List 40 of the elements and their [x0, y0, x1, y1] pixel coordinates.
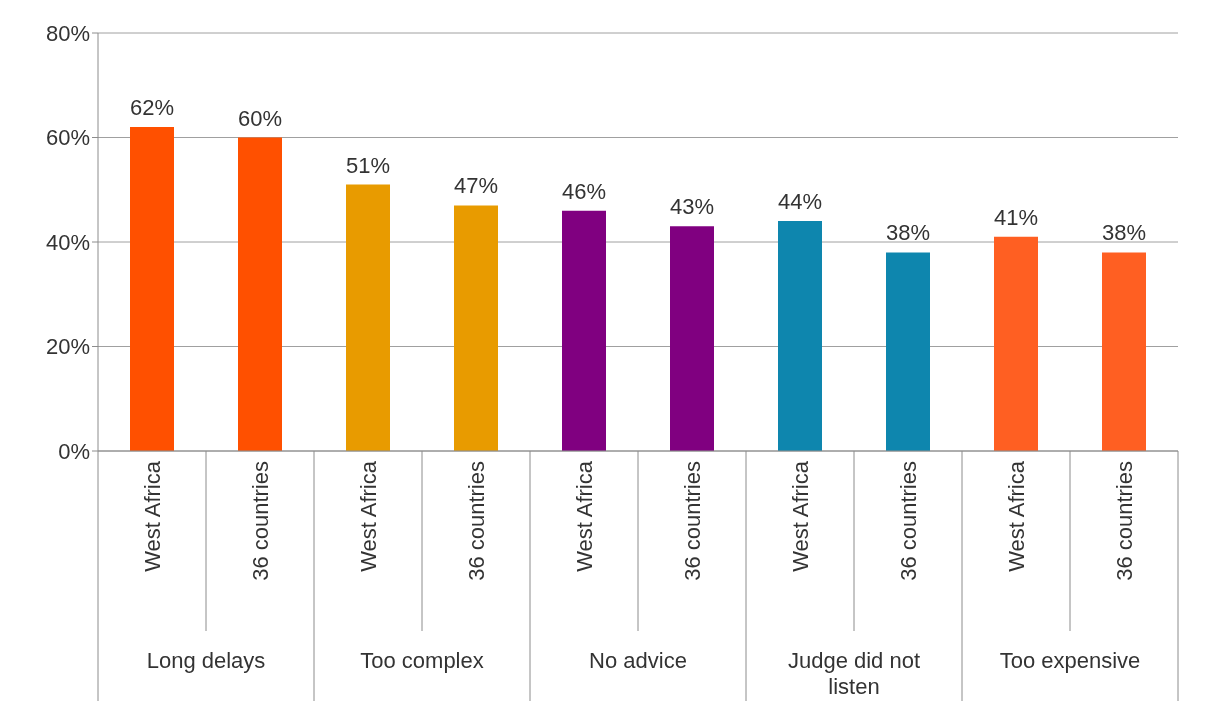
text: Judge did not listen [787, 648, 921, 699]
y-tick-label: 0% [58, 438, 90, 464]
x-tick-label: 36 countries [464, 461, 489, 581]
x-tick-label: 36 countries [896, 461, 921, 581]
data-label: 60% [237, 105, 283, 131]
y-tick-label: 40% [45, 229, 90, 255]
bar [130, 127, 174, 451]
x-tick-label: West Africa [572, 460, 597, 572]
x-tick-label: West Africa [356, 460, 381, 572]
y-tick-label: 60% [45, 125, 90, 151]
data-label: 43% [669, 194, 715, 220]
text: Long delays [146, 648, 266, 673]
x-tick-label: West Africa [788, 460, 813, 572]
text: Too complex [360, 648, 484, 673]
data-label: 47% [453, 173, 499, 199]
data-label: 44% [777, 189, 823, 215]
x-tick-label: 36 countries [1112, 461, 1137, 581]
bar [994, 236, 1038, 451]
data-label: 38% [1101, 220, 1147, 246]
data-label: 62% [129, 95, 175, 121]
x-tick-label: 36 countries [248, 461, 273, 581]
text: Too expensive [999, 648, 1141, 673]
data-label: 38% [885, 220, 931, 246]
bar [886, 252, 930, 451]
bar [670, 226, 714, 451]
text: No advice [589, 648, 687, 673]
data-label: 51% [345, 152, 391, 178]
bar [454, 205, 498, 451]
y-tick-label: 20% [45, 334, 90, 360]
data-label: 41% [993, 204, 1039, 230]
x-tick-label: West Africa [1004, 460, 1029, 572]
y-tick-label: 80% [45, 20, 90, 46]
bar [1102, 252, 1146, 451]
data-label: 46% [561, 178, 607, 204]
bar [778, 221, 822, 451]
bar [238, 137, 282, 451]
bar [562, 210, 606, 451]
bar [346, 184, 390, 451]
x-tick-label: West Africa [140, 460, 165, 572]
x-tick-label: 36 countries [680, 461, 705, 581]
